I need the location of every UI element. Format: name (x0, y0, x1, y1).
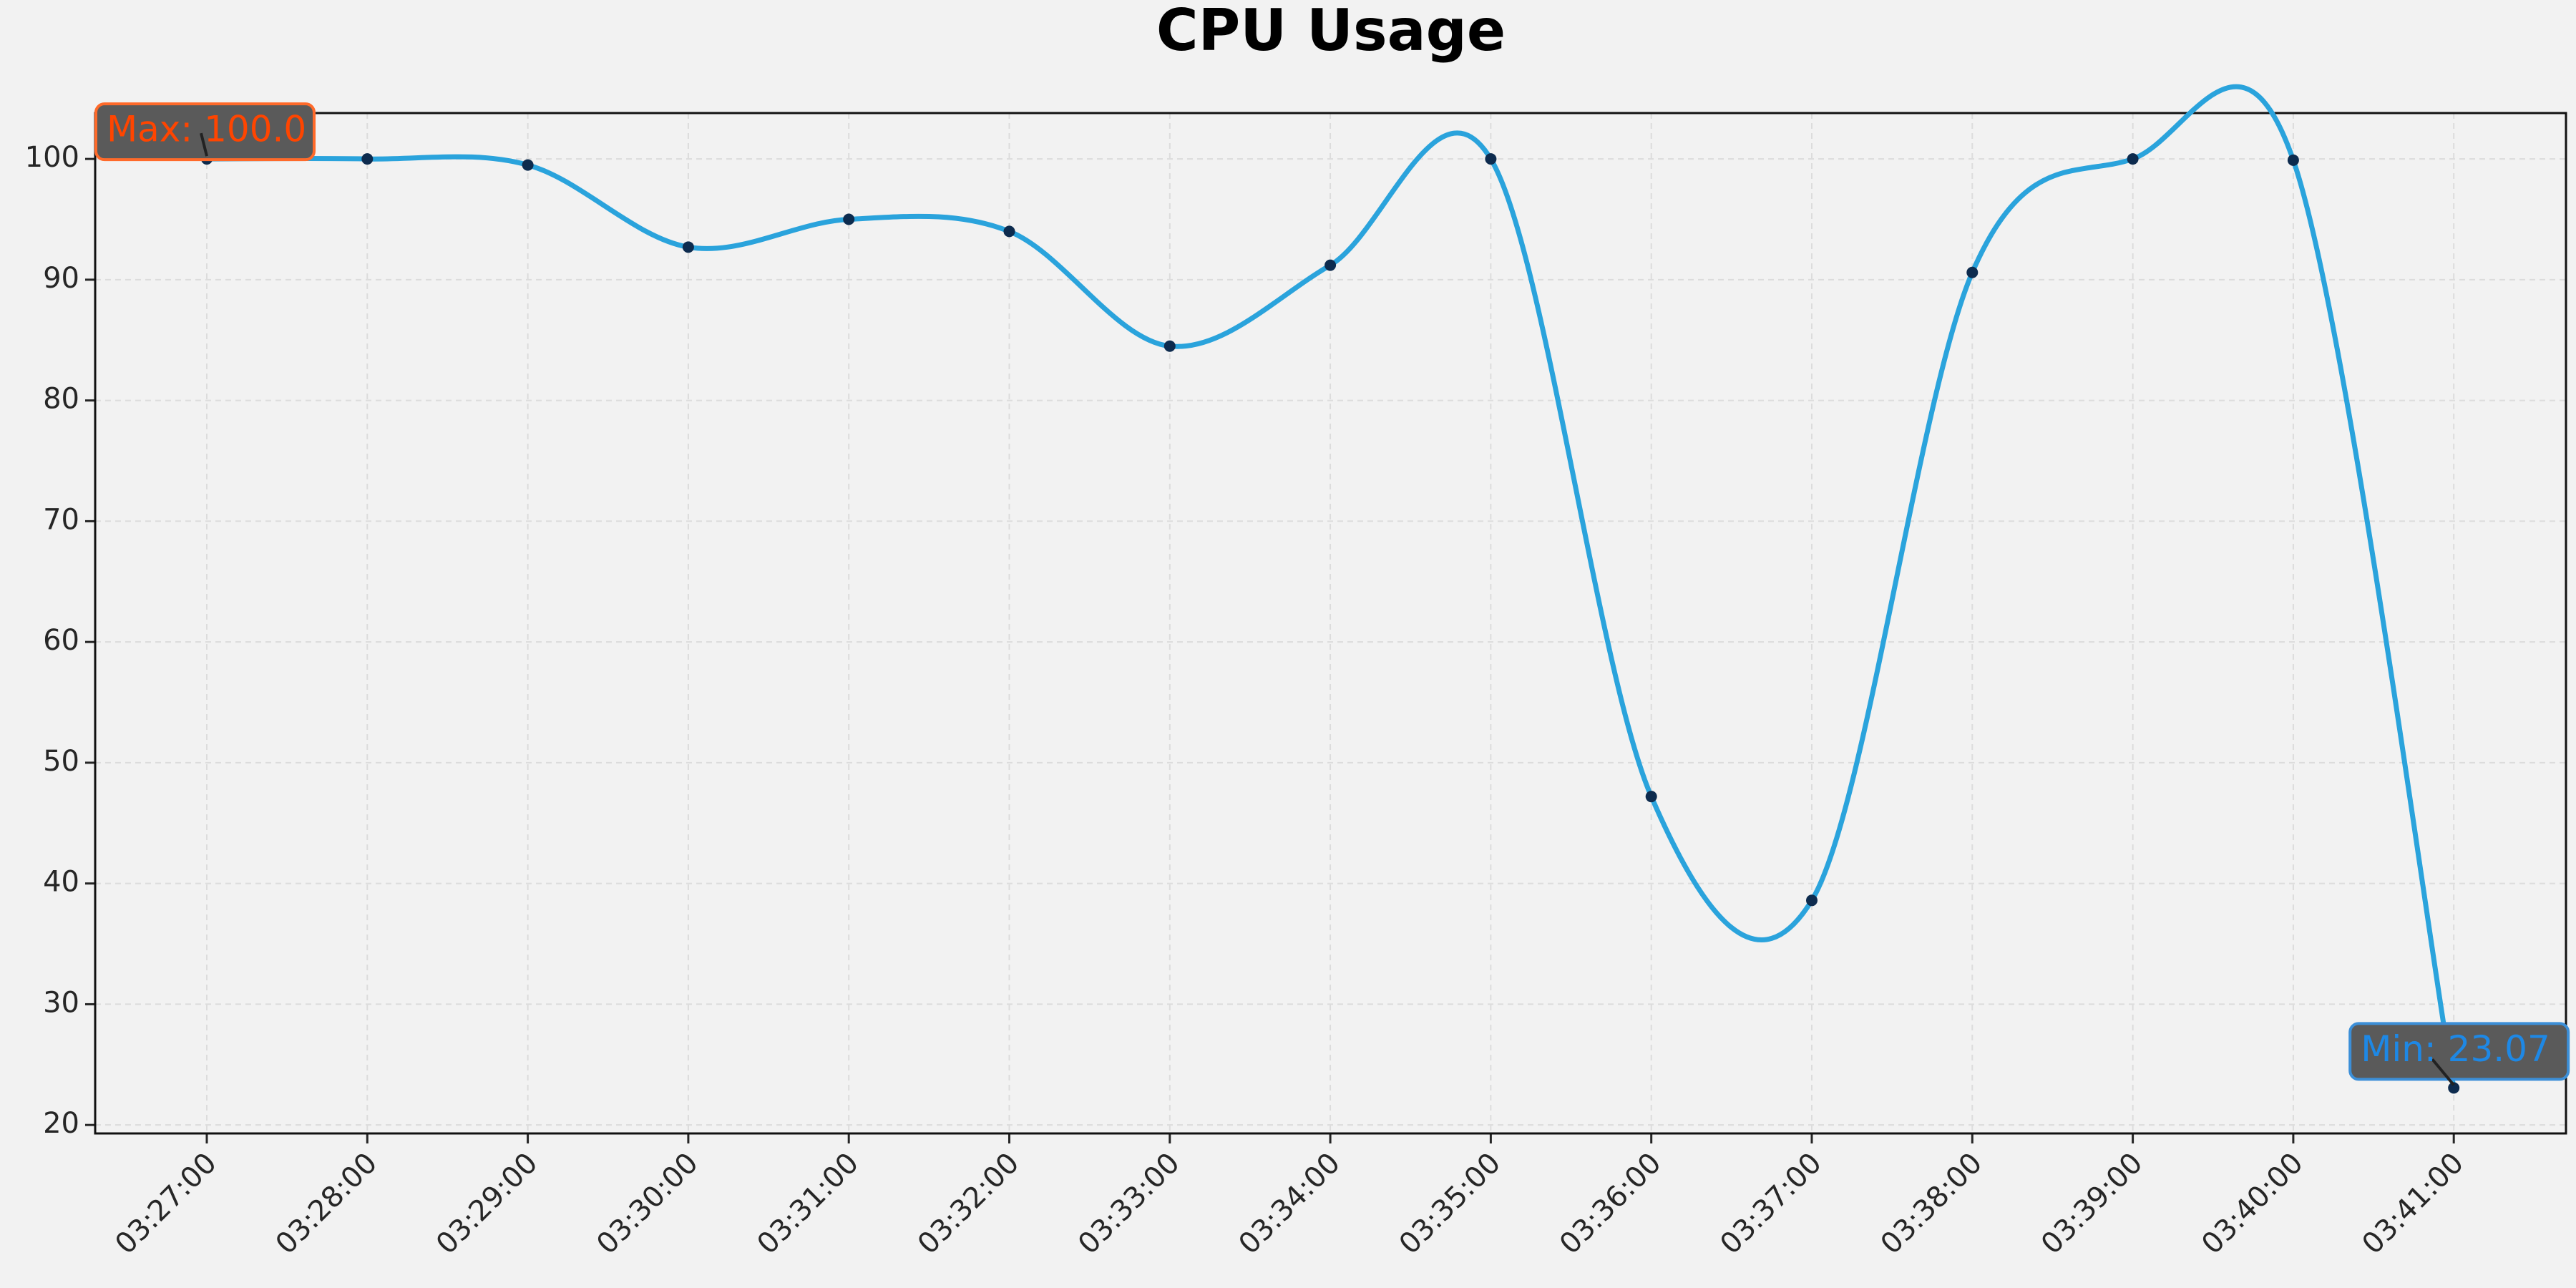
point (843, 213, 855, 225)
y-tick-label: 50 (43, 745, 79, 778)
point (1645, 791, 1657, 803)
point (1163, 340, 1176, 352)
annotation-arrow (200, 132, 208, 157)
y-tick-label: 70 (43, 503, 79, 536)
point (2127, 153, 2139, 165)
y-tick-label: 40 (43, 866, 79, 899)
point (1966, 266, 1979, 278)
y-tick-label: 60 (43, 624, 79, 657)
y-tick-label: 20 (43, 1107, 79, 1140)
annotation-box (2348, 1022, 2570, 1081)
point (522, 159, 534, 171)
plot-frame (94, 112, 2567, 1135)
point (1806, 894, 1818, 907)
chart-title: CPU Usage (1156, 0, 1506, 64)
annotation-arrow (2431, 1058, 2455, 1086)
point (1003, 225, 1015, 238)
point (1324, 259, 1337, 271)
point (682, 241, 694, 253)
point (2448, 1082, 2460, 1094)
point (2287, 154, 2299, 166)
point (361, 153, 374, 165)
y-tick-label: 30 (43, 986, 79, 1019)
y-tick-label: 100 (25, 141, 79, 174)
annotation-text: Min: 23.07 (2361, 1028, 2550, 1070)
annotation-text: Max: 100.0 (107, 109, 306, 150)
y-tick-label: 90 (43, 262, 79, 295)
annotation-box (94, 102, 316, 162)
point (1485, 153, 1497, 165)
y-tick-label: 80 (43, 383, 79, 416)
